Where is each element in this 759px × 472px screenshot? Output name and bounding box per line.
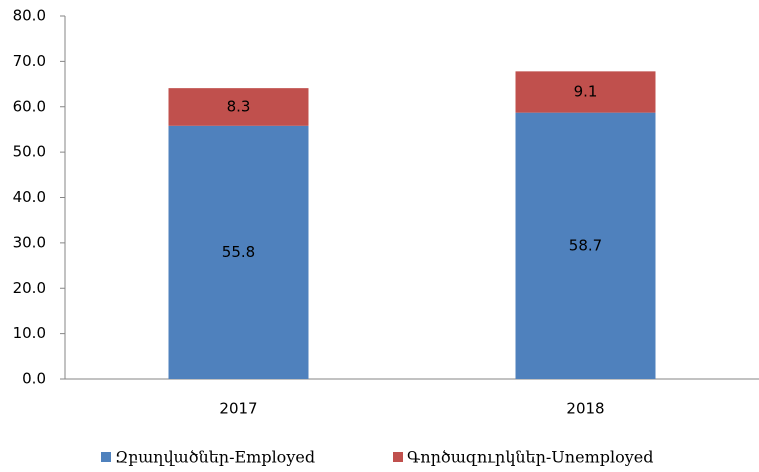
- bar-segment: [515, 71, 656, 113]
- data-label: 9.1: [574, 83, 598, 101]
- legend-swatch: [393, 452, 403, 462]
- y-tick-label: 60.0: [13, 97, 46, 115]
- legend-label: Գործազուրկներ-Unemployed: [407, 448, 653, 467]
- y-tick-label: 0.0: [22, 370, 46, 388]
- y-tick-label: 30.0: [13, 233, 46, 251]
- y-tick-label: 80.0: [13, 7, 46, 25]
- y-tick-label: 20.0: [13, 279, 46, 297]
- data-label: 58.7: [569, 236, 602, 254]
- legend-swatch: [101, 452, 111, 462]
- y-tick-label: 70.0: [13, 52, 46, 70]
- data-label: 8.3: [227, 97, 251, 115]
- x-tick-label: 2017: [219, 400, 257, 418]
- bar-segment: [515, 112, 656, 380]
- legend-label: Զբաղվածներ-Employed: [115, 448, 315, 467]
- y-tick-label: 10.0: [13, 324, 46, 342]
- x-tick-label: 2018: [566, 400, 604, 418]
- y-tick-label: 40.0: [13, 188, 46, 206]
- y-tick-label: 50.0: [13, 143, 46, 161]
- bar-segment: [168, 88, 309, 126]
- bar-segment: [168, 125, 309, 380]
- data-label: 55.8: [222, 243, 255, 261]
